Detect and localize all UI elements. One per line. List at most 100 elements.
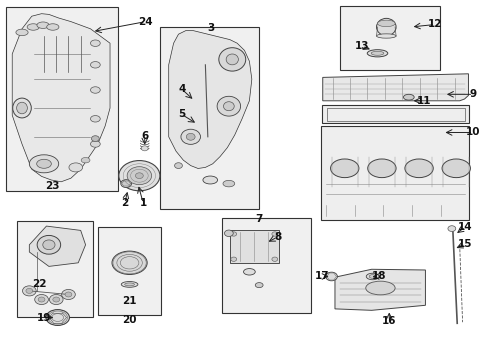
Ellipse shape bbox=[81, 158, 90, 163]
Ellipse shape bbox=[90, 40, 100, 46]
Ellipse shape bbox=[186, 133, 195, 140]
Bar bbox=[339, 6, 439, 70]
Ellipse shape bbox=[181, 129, 200, 144]
Circle shape bbox=[325, 272, 337, 281]
Circle shape bbox=[119, 161, 160, 191]
Ellipse shape bbox=[243, 269, 255, 275]
Circle shape bbox=[26, 288, 33, 293]
Bar bbox=[17, 221, 93, 317]
Ellipse shape bbox=[218, 48, 245, 71]
Polygon shape bbox=[322, 74, 468, 101]
Ellipse shape bbox=[365, 281, 394, 295]
Bar bbox=[326, 108, 464, 121]
Ellipse shape bbox=[37, 235, 61, 254]
Text: 9: 9 bbox=[469, 89, 476, 99]
Ellipse shape bbox=[121, 282, 138, 287]
Bar bbox=[320, 126, 468, 220]
Ellipse shape bbox=[37, 159, 51, 168]
Text: 14: 14 bbox=[457, 222, 472, 232]
Circle shape bbox=[141, 146, 148, 151]
Circle shape bbox=[61, 289, 75, 300]
Text: 17: 17 bbox=[314, 271, 328, 282]
Text: 18: 18 bbox=[371, 271, 386, 282]
Ellipse shape bbox=[376, 34, 395, 38]
Circle shape bbox=[271, 232, 277, 236]
Text: 23: 23 bbox=[45, 181, 60, 192]
Circle shape bbox=[127, 167, 151, 185]
Bar bbox=[229, 230, 278, 263]
Ellipse shape bbox=[376, 18, 395, 36]
Circle shape bbox=[91, 136, 99, 141]
Text: 24: 24 bbox=[138, 17, 153, 27]
Polygon shape bbox=[12, 14, 110, 182]
Circle shape bbox=[38, 297, 45, 302]
Ellipse shape bbox=[366, 50, 387, 57]
Text: 2: 2 bbox=[121, 198, 128, 208]
Text: 16: 16 bbox=[381, 316, 396, 326]
Ellipse shape bbox=[124, 283, 134, 286]
Ellipse shape bbox=[223, 180, 234, 187]
Ellipse shape bbox=[27, 24, 39, 30]
Ellipse shape bbox=[90, 62, 100, 68]
Ellipse shape bbox=[112, 251, 147, 275]
Ellipse shape bbox=[255, 283, 263, 288]
Circle shape bbox=[121, 180, 131, 188]
Text: 12: 12 bbox=[427, 19, 442, 30]
Ellipse shape bbox=[217, 96, 240, 116]
Ellipse shape bbox=[370, 51, 383, 55]
Ellipse shape bbox=[223, 102, 234, 111]
Text: 4: 4 bbox=[178, 84, 185, 94]
Text: 5: 5 bbox=[178, 109, 185, 120]
Polygon shape bbox=[334, 269, 425, 310]
Circle shape bbox=[224, 230, 233, 237]
Bar bbox=[222, 218, 310, 313]
Ellipse shape bbox=[330, 159, 358, 177]
Text: 21: 21 bbox=[122, 296, 137, 306]
Bar bbox=[321, 105, 468, 123]
Circle shape bbox=[230, 257, 236, 261]
Text: 8: 8 bbox=[274, 232, 281, 242]
Text: 20: 20 bbox=[122, 315, 137, 325]
Ellipse shape bbox=[90, 87, 100, 93]
Text: 10: 10 bbox=[465, 127, 480, 138]
Circle shape bbox=[271, 257, 277, 261]
Ellipse shape bbox=[90, 141, 100, 147]
Ellipse shape bbox=[47, 24, 59, 30]
Ellipse shape bbox=[441, 159, 469, 177]
Circle shape bbox=[65, 292, 72, 297]
Text: 7: 7 bbox=[255, 214, 263, 224]
Ellipse shape bbox=[377, 20, 394, 27]
Text: 1: 1 bbox=[140, 198, 146, 208]
Ellipse shape bbox=[403, 94, 413, 100]
Text: 15: 15 bbox=[457, 239, 472, 249]
Ellipse shape bbox=[366, 273, 378, 280]
Ellipse shape bbox=[46, 310, 69, 325]
Ellipse shape bbox=[69, 163, 82, 172]
Ellipse shape bbox=[404, 159, 432, 177]
Text: 22: 22 bbox=[32, 279, 46, 289]
Text: 11: 11 bbox=[416, 96, 431, 106]
Text: 19: 19 bbox=[37, 312, 51, 323]
Circle shape bbox=[135, 173, 143, 179]
Ellipse shape bbox=[37, 22, 49, 28]
Ellipse shape bbox=[29, 155, 59, 173]
Circle shape bbox=[22, 286, 36, 296]
Circle shape bbox=[49, 294, 63, 305]
Circle shape bbox=[447, 226, 455, 231]
Polygon shape bbox=[168, 31, 251, 168]
Ellipse shape bbox=[17, 102, 27, 114]
Circle shape bbox=[230, 232, 236, 236]
Text: 13: 13 bbox=[354, 41, 368, 51]
Text: 3: 3 bbox=[207, 23, 214, 33]
Ellipse shape bbox=[43, 240, 55, 250]
Ellipse shape bbox=[225, 54, 238, 65]
Ellipse shape bbox=[368, 275, 375, 278]
Ellipse shape bbox=[367, 159, 395, 177]
Text: 6: 6 bbox=[141, 131, 148, 141]
Ellipse shape bbox=[203, 176, 217, 184]
Ellipse shape bbox=[13, 98, 31, 118]
Bar bbox=[98, 227, 161, 315]
Circle shape bbox=[53, 297, 60, 302]
Ellipse shape bbox=[90, 116, 100, 122]
Bar bbox=[160, 27, 259, 209]
